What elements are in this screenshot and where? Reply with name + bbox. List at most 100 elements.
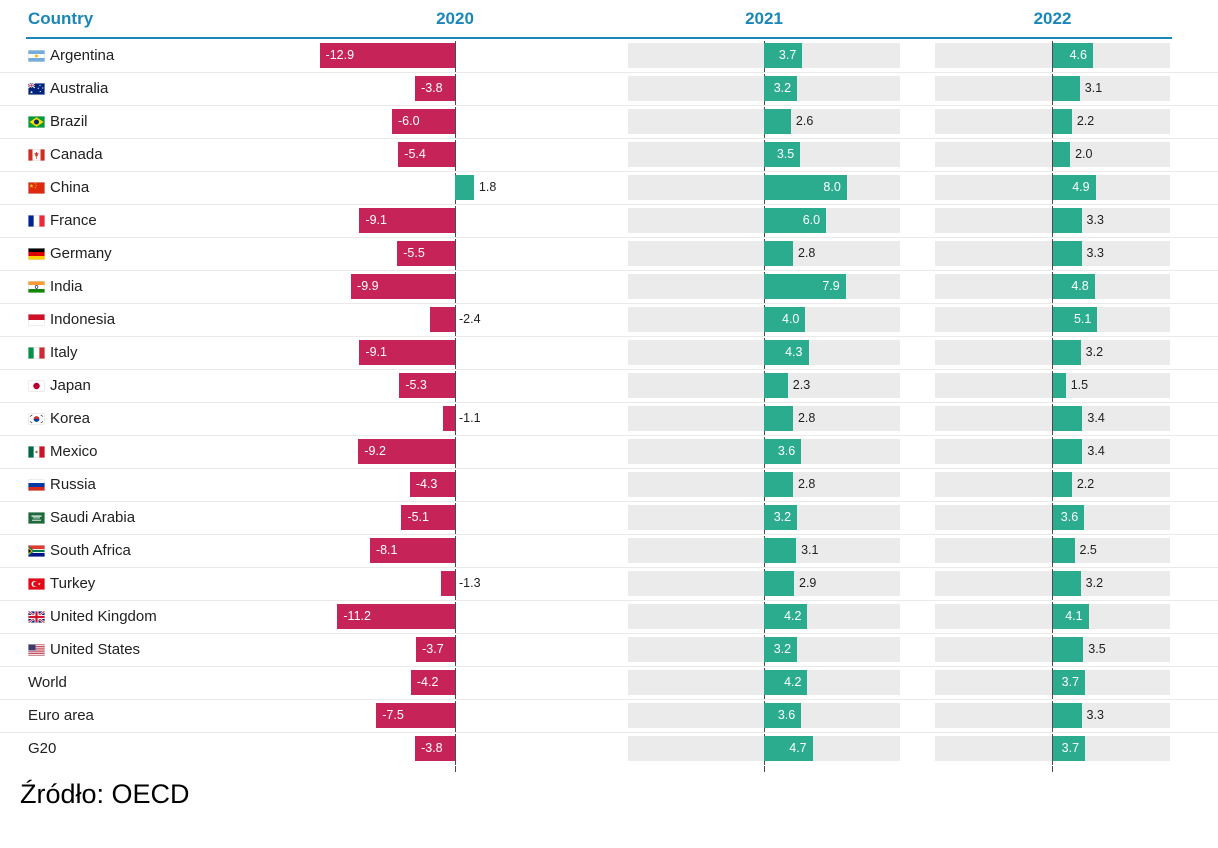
country-name: Mexico bbox=[50, 443, 98, 460]
turkey-flag-icon bbox=[28, 578, 45, 590]
bar-2020 bbox=[399, 373, 455, 398]
column-header-2020: 2020 bbox=[436, 9, 474, 28]
indonesia-flag-icon bbox=[28, 314, 45, 326]
bar-2022 bbox=[1052, 241, 1082, 266]
bar-value-label: 7.9 bbox=[822, 279, 840, 293]
table-row: France -9.1 6.0 3.3 bbox=[0, 205, 1218, 238]
country-name: Korea bbox=[50, 410, 91, 427]
united-states-flag-icon bbox=[28, 644, 45, 656]
bar-2022 bbox=[1052, 703, 1082, 728]
bar-2020 bbox=[415, 76, 455, 101]
bar-value-label: -5.3 bbox=[405, 378, 427, 392]
bar-2022 bbox=[1052, 439, 1083, 464]
table-row: India -9.9 7.9 4.8 bbox=[0, 271, 1218, 304]
axis-end-tick bbox=[763, 766, 765, 772]
canada-flag-icon bbox=[28, 149, 45, 161]
argentina-flag-icon bbox=[28, 50, 45, 62]
bar-2022 bbox=[1052, 472, 1072, 497]
bar-value-label: 2.8 bbox=[797, 411, 816, 425]
country-name: India bbox=[50, 278, 83, 295]
india-flag-icon bbox=[28, 281, 45, 293]
table-row: World -4.2 4.2 3.7 bbox=[0, 667, 1218, 700]
bar-value-label: -2.4 bbox=[459, 312, 481, 326]
bar-2022 bbox=[1052, 736, 1086, 761]
country-name: Brazil bbox=[50, 113, 88, 130]
bar-value-label: -9.1 bbox=[365, 345, 387, 359]
axis-line bbox=[454, 305, 456, 336]
axis-line bbox=[454, 437, 456, 468]
table-row: Canada -5.4 3.5 2.0 bbox=[0, 139, 1218, 172]
bar-value-label: 3.7 bbox=[1061, 741, 1080, 755]
bar-2022 bbox=[1052, 670, 1086, 695]
south-africa-flag-icon bbox=[28, 545, 45, 557]
bar-2022 bbox=[1052, 604, 1089, 629]
country-name: Euro area bbox=[28, 707, 94, 724]
bar-2020 bbox=[358, 439, 455, 464]
italy-flag-icon bbox=[28, 347, 45, 359]
bar-value-label: 3.1 bbox=[1084, 81, 1103, 95]
bar-value-label: 2.9 bbox=[799, 576, 817, 590]
bar-value-label: 4.3 bbox=[785, 345, 803, 359]
table-row: Mexico -9.2 3.6 3.4 bbox=[0, 436, 1218, 469]
axis-line bbox=[454, 734, 456, 765]
bar-2021 bbox=[764, 76, 798, 101]
bar-2022 bbox=[1052, 109, 1072, 134]
bar-2020 bbox=[359, 208, 455, 233]
bar-value-label: 4.1 bbox=[1065, 609, 1083, 623]
bar-value-label: -9.1 bbox=[365, 213, 387, 227]
bar-value-label: -11.2 bbox=[343, 609, 371, 623]
country-name: Germany bbox=[50, 245, 112, 262]
axis-line bbox=[454, 569, 456, 600]
bar-value-label: 2.5 bbox=[1079, 543, 1097, 557]
mexico-flag-icon bbox=[28, 446, 45, 458]
bar-value-label: 1.8 bbox=[478, 180, 497, 194]
bar-2022 bbox=[1052, 538, 1075, 563]
bar-value-label: 3.1 bbox=[801, 543, 819, 557]
country-name: United Kingdom bbox=[50, 608, 157, 625]
bar-value-label: 4.8 bbox=[1071, 279, 1089, 293]
axis-line bbox=[454, 668, 456, 699]
bar-2021 bbox=[764, 736, 813, 761]
bar-value-label: -5.5 bbox=[403, 246, 425, 260]
table-row: South Africa -8.1 3.1 2.5 bbox=[0, 535, 1218, 568]
bar-value-label: -9.2 bbox=[364, 444, 386, 458]
bar-value-label: -3.8 bbox=[421, 741, 443, 755]
bar-value-label: 3.7 bbox=[1061, 675, 1080, 689]
bar-value-label: 3.4 bbox=[1087, 444, 1105, 458]
bar-2021 bbox=[764, 703, 802, 728]
bar-value-label: 2.6 bbox=[795, 114, 814, 128]
bar-value-label: -8.1 bbox=[375, 543, 398, 557]
bar-value-label: 8.0 bbox=[823, 180, 841, 194]
table-row: China 1.8 8.0 4.9 bbox=[0, 172, 1218, 205]
bar-value-label: -4.2 bbox=[416, 675, 439, 689]
bar-2021 bbox=[764, 175, 847, 200]
country-name: World bbox=[28, 674, 67, 691]
bar-value-label: 1.5 bbox=[1070, 378, 1089, 392]
australia-flag-icon bbox=[28, 83, 45, 95]
bar-value-label: -4.3 bbox=[415, 477, 438, 491]
country-name: Indonesia bbox=[50, 311, 116, 328]
bar-value-label: 5.1 bbox=[1073, 312, 1092, 326]
bar-2020 bbox=[441, 571, 455, 596]
bar-value-label: 4.2 bbox=[784, 675, 802, 689]
country-name: Australia bbox=[50, 80, 109, 97]
source-note: Źródło: OECD bbox=[20, 779, 190, 809]
bar-value-label: 3.5 bbox=[776, 147, 795, 161]
bar-value-label: 2.3 bbox=[792, 378, 811, 392]
bar-2020 bbox=[429, 307, 455, 332]
axis-line bbox=[454, 239, 456, 270]
bar-2022 bbox=[1052, 274, 1095, 299]
bar-value-label: -3.7 bbox=[422, 642, 444, 656]
country-name: France bbox=[50, 212, 97, 229]
bar-value-label: 3.2 bbox=[1085, 345, 1104, 359]
table-row: Euro area -7.5 3.6 3.3 bbox=[0, 700, 1218, 733]
table-row: Russia -4.3 2.8 2.2 bbox=[0, 469, 1218, 502]
bar-2020 bbox=[369, 538, 455, 563]
chart-rows: Argentina -12.9 3.7 4.6 Australia -3.8 3.2 3.1 B… bbox=[0, 40, 1218, 766]
axis-line bbox=[454, 503, 456, 534]
bar-value-label: 3.6 bbox=[777, 708, 796, 722]
bar-2020 bbox=[409, 472, 455, 497]
bar-2020 bbox=[401, 505, 455, 530]
axis-line bbox=[454, 701, 456, 732]
